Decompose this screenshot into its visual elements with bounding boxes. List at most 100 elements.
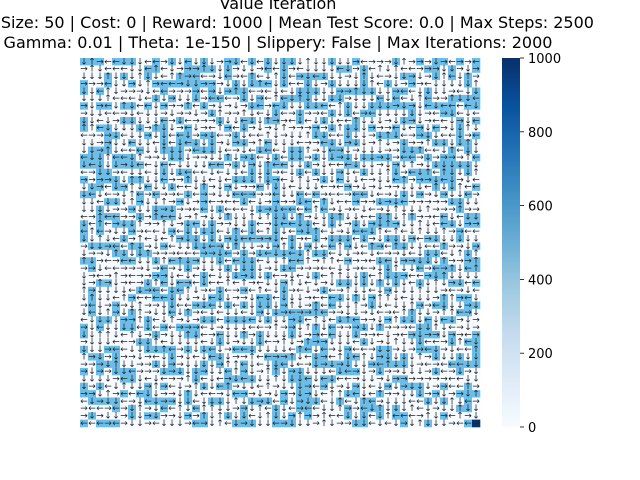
heatmap-cell bbox=[88, 220, 97, 229]
heatmap-cell bbox=[432, 80, 441, 88]
heatmap-cell bbox=[360, 235, 369, 243]
heatmap-cell bbox=[416, 264, 425, 273]
policy-arrow: → bbox=[288, 109, 296, 119]
heatmap-cell bbox=[296, 272, 305, 280]
heatmap-cell bbox=[432, 308, 441, 317]
heatmap-cell bbox=[304, 80, 313, 88]
heatmap-cell bbox=[232, 80, 241, 88]
heatmap-cell bbox=[232, 257, 241, 265]
heatmap-cell bbox=[360, 331, 369, 339]
heatmap-cell bbox=[312, 58, 321, 66]
heatmap-cell bbox=[232, 412, 241, 420]
heatmap-cell bbox=[376, 212, 385, 221]
heatmap-cell bbox=[208, 308, 217, 317]
heatmap-cell bbox=[256, 264, 265, 273]
policy-arrow: ↓ bbox=[288, 57, 296, 67]
heatmap-cell bbox=[144, 397, 153, 406]
heatmap-cell bbox=[144, 80, 153, 88]
policy-arrow: ← bbox=[456, 102, 464, 112]
heatmap-cell bbox=[296, 139, 305, 147]
heatmap-cell bbox=[272, 190, 281, 199]
heatmap-cell bbox=[408, 367, 417, 376]
heatmap-cell bbox=[272, 212, 281, 221]
heatmap-cell bbox=[256, 412, 265, 420]
policy-arrow: ↓ bbox=[368, 102, 376, 112]
heatmap-cell bbox=[264, 286, 273, 295]
heatmap-cell bbox=[360, 87, 369, 96]
heatmap-cell bbox=[464, 94, 473, 103]
policy-arrow: ↓ bbox=[240, 131, 248, 141]
heatmap-cell bbox=[288, 338, 297, 347]
heatmap-cell bbox=[88, 331, 97, 339]
heatmap-cell bbox=[368, 139, 377, 147]
heatmap-cell bbox=[304, 331, 313, 339]
heatmap-cell bbox=[352, 353, 361, 361]
heatmap-cell bbox=[248, 323, 257, 332]
heatmap-cell bbox=[200, 146, 209, 155]
heatmap-cell bbox=[328, 272, 337, 280]
heatmap-cell bbox=[304, 375, 313, 384]
policy-arrow: ↓ bbox=[272, 79, 280, 89]
heatmap-cell bbox=[440, 220, 449, 229]
heatmap-cell bbox=[104, 220, 113, 229]
heatmap-cell bbox=[184, 279, 193, 288]
heatmap-cell bbox=[304, 360, 313, 369]
policy-arrow: ← bbox=[400, 131, 408, 141]
heatmap-cell bbox=[264, 153, 273, 162]
heatmap-cell bbox=[136, 382, 145, 391]
heatmap-cell bbox=[232, 249, 241, 258]
heatmap-cell bbox=[192, 404, 201, 413]
heatmap-cell bbox=[344, 153, 353, 162]
policy-arrow: ↓ bbox=[232, 102, 240, 112]
heatmap-cell bbox=[232, 382, 241, 391]
heatmap-cell bbox=[128, 301, 137, 310]
heatmap-cell bbox=[288, 353, 297, 361]
heatmap-cell bbox=[288, 183, 297, 192]
policy-arrow: ↓ bbox=[232, 116, 240, 126]
heatmap-cell bbox=[280, 80, 289, 88]
heatmap-cell bbox=[400, 139, 409, 147]
heatmap-cell bbox=[352, 235, 361, 243]
heatmap-cell bbox=[104, 397, 113, 406]
policy-arrow: ↓ bbox=[240, 79, 248, 89]
heatmap-cell bbox=[80, 190, 89, 199]
heatmap-cell bbox=[464, 87, 473, 96]
heatmap-cell bbox=[408, 301, 417, 310]
heatmap-cell bbox=[360, 308, 369, 317]
heatmap-cell bbox=[432, 139, 441, 147]
heatmap-cell bbox=[368, 286, 377, 295]
heatmap-cell bbox=[208, 279, 217, 288]
heatmap-cell bbox=[224, 412, 233, 420]
policy-arrow: → bbox=[448, 87, 456, 97]
heatmap-cell bbox=[152, 146, 161, 155]
heatmap-cell bbox=[232, 360, 241, 369]
heatmap-cell bbox=[112, 412, 121, 420]
heatmap-cell bbox=[352, 242, 361, 251]
heatmap-cell bbox=[128, 382, 137, 391]
heatmap-cell bbox=[80, 198, 89, 206]
policy-arrow: → bbox=[456, 65, 464, 75]
policy-arrow: ↓ bbox=[136, 57, 144, 67]
policy-arrow: ↓ bbox=[424, 124, 432, 134]
heatmap-cell bbox=[200, 235, 209, 243]
heatmap-cell bbox=[336, 279, 345, 288]
heatmap-cell bbox=[288, 323, 297, 332]
heatmap-cell bbox=[216, 367, 225, 376]
heatmap-cell bbox=[400, 308, 409, 317]
heatmap-cell bbox=[336, 80, 345, 88]
heatmap-cell bbox=[296, 264, 305, 273]
heatmap-cell bbox=[232, 338, 241, 347]
heatmap-cell bbox=[472, 220, 481, 229]
heatmap-cell bbox=[104, 65, 113, 74]
heatmap-cell bbox=[312, 198, 321, 206]
heatmap-cell bbox=[88, 153, 97, 162]
heatmap-cell bbox=[120, 257, 129, 265]
heatmap-cell bbox=[176, 345, 185, 354]
heatmap-cell bbox=[448, 212, 457, 221]
heatmap-cell bbox=[144, 212, 153, 221]
policy-arrow: ↓ bbox=[256, 419, 264, 429]
policy-arrow: ↓ bbox=[176, 419, 184, 429]
heatmap-cell bbox=[344, 58, 353, 66]
heatmap-cell bbox=[184, 72, 193, 81]
heatmap-cell bbox=[240, 360, 249, 369]
